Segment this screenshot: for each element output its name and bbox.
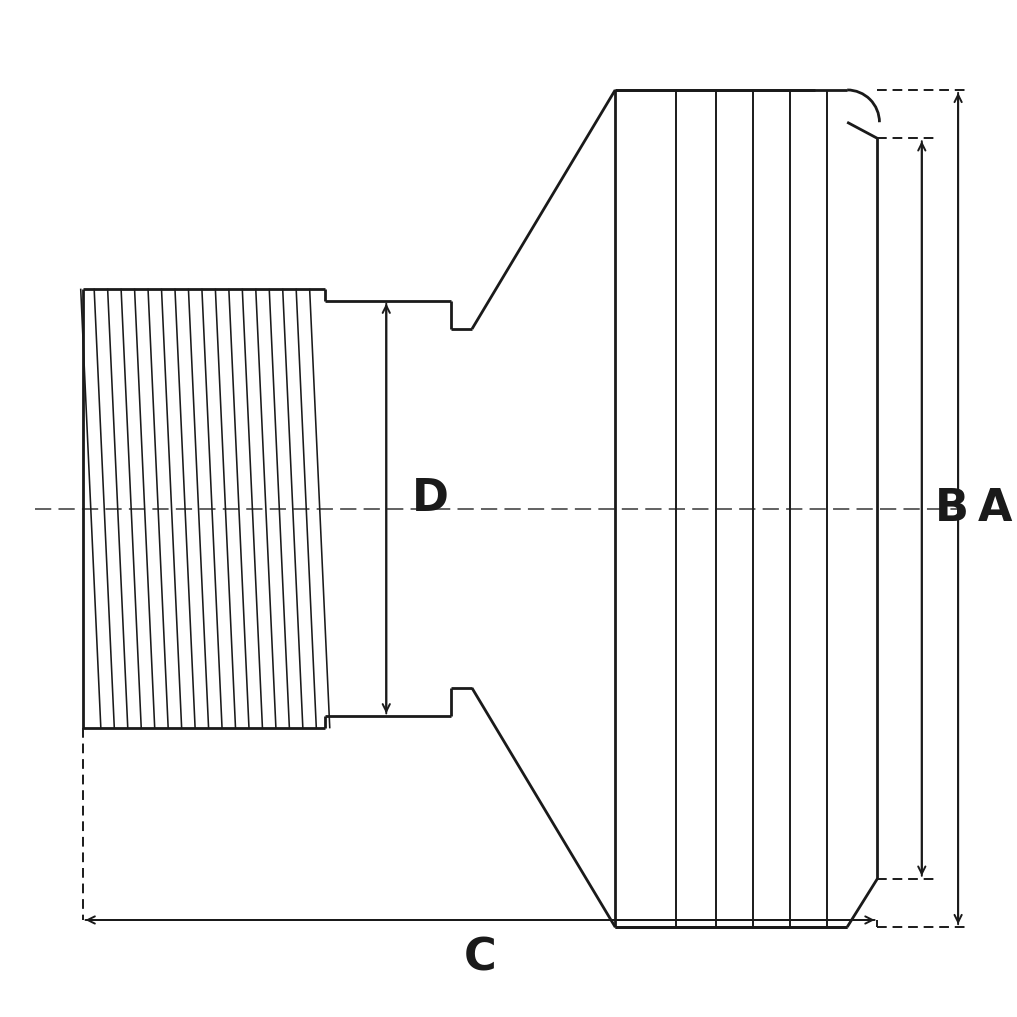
Text: A: A [978, 487, 1013, 530]
Text: C: C [464, 937, 496, 979]
Text: B: B [935, 487, 969, 530]
Text: D: D [412, 477, 448, 520]
